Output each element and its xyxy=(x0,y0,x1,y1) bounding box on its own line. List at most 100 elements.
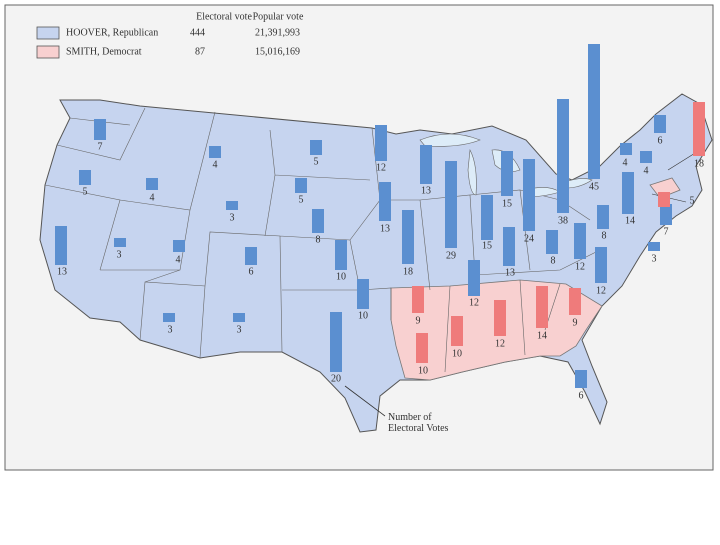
vote-label: 7 xyxy=(98,141,103,152)
vote-bar xyxy=(451,316,463,346)
vote-label: 7 xyxy=(664,226,669,237)
vote-label: 14 xyxy=(625,215,635,226)
vote-label: 10 xyxy=(452,348,462,359)
vote-bar xyxy=(503,227,515,266)
vote-bar xyxy=(295,178,307,193)
vote-label: 10 xyxy=(336,271,346,282)
vote-label: 5 xyxy=(314,156,319,167)
vote-bar xyxy=(494,300,506,336)
vote-label: 4 xyxy=(644,165,649,176)
vote-bar xyxy=(597,205,609,229)
vote-bar xyxy=(588,44,600,179)
vote-bar xyxy=(379,182,391,221)
vote-label: 13 xyxy=(505,267,515,278)
vote-label: 24 xyxy=(524,233,534,244)
vote-bar xyxy=(620,143,632,155)
vote-label: 29 xyxy=(446,250,456,261)
vote-label: 4 xyxy=(623,157,628,168)
vote-label: 4 xyxy=(150,192,155,203)
vote-label: 8 xyxy=(316,234,321,245)
vote-bar xyxy=(693,102,705,156)
vote-label: 15 xyxy=(502,198,512,209)
vote-label: 4 xyxy=(213,159,218,170)
legend-header: Electoral vote xyxy=(196,11,252,22)
vote-bar xyxy=(523,159,535,231)
vote-label: 8 xyxy=(551,255,556,266)
legend-swatch xyxy=(36,26,60,40)
vote-label: 10 xyxy=(418,365,428,376)
vote-bar xyxy=(622,172,634,214)
vote-bar xyxy=(501,151,513,196)
vote-bar xyxy=(468,260,480,296)
vote-bar xyxy=(536,286,548,328)
vote-label: 18 xyxy=(403,266,413,277)
vote-bar xyxy=(640,151,652,163)
legend-swatch xyxy=(36,45,60,59)
vote-label: 12 xyxy=(376,162,386,173)
vote-label: 12 xyxy=(495,338,505,349)
legend-electoral: 444 xyxy=(190,27,205,38)
vote-bar xyxy=(654,115,666,133)
vote-bar xyxy=(648,242,660,251)
vote-bar xyxy=(595,247,607,283)
vote-bar xyxy=(575,370,587,388)
bars: 7 5 13 3 4 4 3 4 6 3 3 5 5 8 10 10 20 12 13 18 13 29 15 15 24 13 1… xyxy=(55,44,705,401)
annotation-leader xyxy=(344,385,386,417)
vote-label: 45 xyxy=(589,181,599,192)
vote-bar xyxy=(660,204,672,225)
legend-header: Popular vote xyxy=(253,11,304,22)
vote-bar xyxy=(173,240,185,252)
vote-bar xyxy=(79,170,91,185)
vote-label: 6 xyxy=(658,135,663,146)
vote-bar xyxy=(481,195,493,240)
vote-label: 12 xyxy=(469,297,479,308)
vote-bar xyxy=(402,210,414,264)
vote-label: 8 xyxy=(602,230,607,241)
vote-label: 14 xyxy=(537,330,547,341)
vote-bar xyxy=(412,286,424,313)
vote-label: 12 xyxy=(596,285,606,296)
vote-label: 13 xyxy=(380,223,390,234)
vote-label: 38 xyxy=(558,215,568,226)
vote-bar xyxy=(226,201,238,210)
vote-bar xyxy=(310,140,322,155)
vote-label: 5 xyxy=(690,195,695,206)
legend-electoral: 87 xyxy=(195,46,205,57)
vote-bar xyxy=(55,226,67,265)
vote-label: 3 xyxy=(168,324,173,335)
legend-popular: 15,016,169 xyxy=(255,46,300,57)
vote-bar xyxy=(557,99,569,213)
vote-label: 13 xyxy=(57,266,67,277)
legend-name: HOOVER, Republican xyxy=(66,27,158,38)
vote-label: 9 xyxy=(416,315,421,326)
legend-popular: 21,391,993 xyxy=(255,27,300,38)
vote-label: 18 xyxy=(694,158,704,169)
vote-label: 3 xyxy=(652,253,657,264)
legend-name: SMITH, Democrat xyxy=(66,46,142,57)
vote-label: 3 xyxy=(237,324,242,335)
vote-bar xyxy=(574,223,586,259)
vote-bar xyxy=(658,192,670,207)
vote-bar xyxy=(146,178,158,190)
vote-label: 20 xyxy=(331,373,341,384)
vote-label: 15 xyxy=(482,240,492,251)
vote-bar xyxy=(335,240,347,270)
vote-bar xyxy=(375,125,387,161)
smith-region xyxy=(649,177,681,199)
vote-bar xyxy=(233,313,245,322)
vote-bar xyxy=(94,119,106,140)
vote-label: 9 xyxy=(573,317,578,328)
vote-bar xyxy=(114,238,126,247)
vote-bar xyxy=(245,247,257,265)
vote-label: 12 xyxy=(575,261,585,272)
vote-label: 6 xyxy=(249,266,254,277)
vote-label: 10 xyxy=(358,310,368,321)
vote-bar xyxy=(209,146,221,158)
vote-bar xyxy=(312,209,324,233)
vote-bar xyxy=(546,230,558,254)
vote-label: 4 xyxy=(176,254,181,265)
vote-bar xyxy=(420,145,432,184)
vote-bar xyxy=(445,161,457,248)
annotation: Number of Electoral Votes xyxy=(388,412,449,434)
legend: HOOVER, Republican 444 21,391,993 SMITH, De… xyxy=(36,26,300,59)
